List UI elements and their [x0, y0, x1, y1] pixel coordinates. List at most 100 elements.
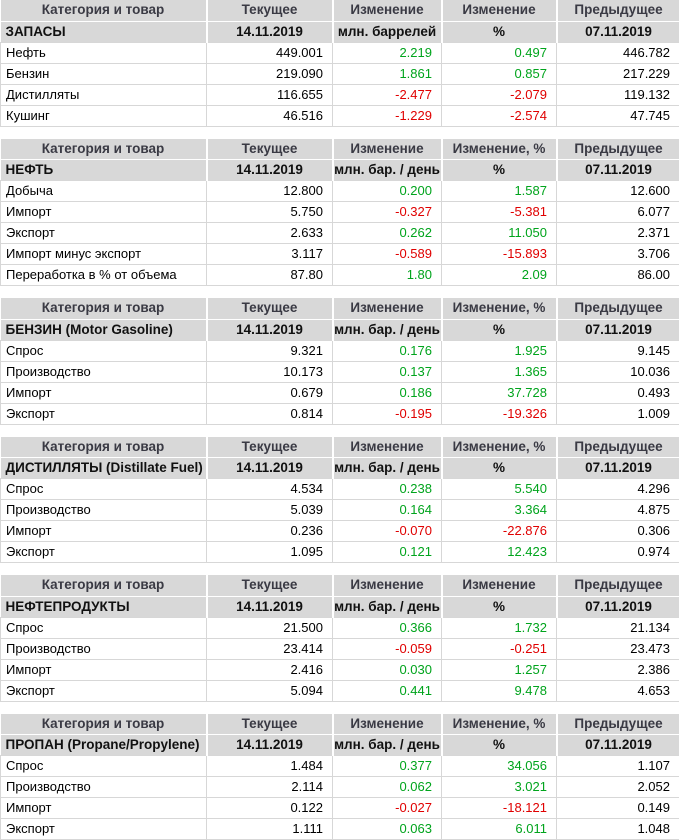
column-header: Категория и товар — [1, 575, 207, 596]
previous-value: 6.077 — [557, 202, 679, 223]
current-value: 1.484 — [207, 756, 333, 777]
previous-value: 446.782 — [557, 42, 679, 63]
previous-value: 1.048 — [557, 819, 679, 840]
current-value: 2.416 — [207, 659, 333, 680]
previous-value: 4.296 — [557, 479, 679, 500]
row-label: Бензин — [1, 63, 207, 84]
unit-label: млн. бар. / день — [333, 319, 442, 340]
current-value: 5.094 — [207, 680, 333, 701]
change-pct-value: 34.056 — [442, 756, 557, 777]
previous-value: 2.052 — [557, 777, 679, 798]
previous-value: 1.009 — [557, 403, 679, 424]
previous-date: 07.11.2019 — [557, 319, 679, 340]
current-date: 14.11.2019 — [207, 735, 333, 756]
row-label: Экспорт — [1, 403, 207, 424]
current-value: 2.633 — [207, 223, 333, 244]
change-pct-value: 2.09 — [442, 265, 557, 286]
current-value: 21.500 — [207, 617, 333, 638]
previous-value: 23.473 — [557, 638, 679, 659]
change-value: -0.059 — [333, 638, 442, 659]
change-pct-value: 0.497 — [442, 42, 557, 63]
column-header: Предыдущее — [557, 437, 679, 458]
change-pct-value: 9.478 — [442, 680, 557, 701]
change-pct-value: -5.381 — [442, 202, 557, 223]
column-header: Предыдущее — [557, 298, 679, 319]
change-pct-value: -0.251 — [442, 638, 557, 659]
column-header: Предыдущее — [557, 139, 679, 160]
previous-date: 07.11.2019 — [557, 596, 679, 617]
change-value: 2.219 — [333, 42, 442, 63]
row-label: Экспорт — [1, 819, 207, 840]
row-label: Импорт — [1, 521, 207, 542]
unit-label: млн. бар. / день — [333, 596, 442, 617]
percent-label: % — [442, 458, 557, 479]
column-header: Изменение — [333, 714, 442, 735]
change-pct-value: -19.326 — [442, 403, 557, 424]
column-header: Предыдущее — [557, 0, 679, 21]
column-header: Категория и товар — [1, 139, 207, 160]
change-value: 0.366 — [333, 617, 442, 638]
change-pct-value: 3.364 — [442, 500, 557, 521]
column-header: Текущее — [207, 714, 333, 735]
column-header: Изменение — [333, 437, 442, 458]
change-pct-value: -22.876 — [442, 521, 557, 542]
current-value: 0.236 — [207, 521, 333, 542]
column-header: Предыдущее — [557, 575, 679, 596]
column-header: Изменение — [333, 575, 442, 596]
row-label: Импорт — [1, 202, 207, 223]
current-value: 87.80 — [207, 265, 333, 286]
change-value: -0.327 — [333, 202, 442, 223]
current-date: 14.11.2019 — [207, 596, 333, 617]
previous-value: 1.107 — [557, 756, 679, 777]
change-value: -1.229 — [333, 105, 442, 126]
change-pct-value: -2.079 — [442, 84, 557, 105]
change-value: 0.238 — [333, 479, 442, 500]
previous-value: 47.745 — [557, 105, 679, 126]
current-value: 219.090 — [207, 63, 333, 84]
change-value: 0.062 — [333, 777, 442, 798]
previous-value: 12.600 — [557, 181, 679, 202]
previous-value: 2.386 — [557, 659, 679, 680]
current-value: 5.750 — [207, 202, 333, 223]
column-header: Текущее — [207, 298, 333, 319]
column-header: Текущее — [207, 139, 333, 160]
change-value: -0.589 — [333, 244, 442, 265]
column-header: Изменение, % — [442, 139, 557, 160]
change-value: 0.377 — [333, 756, 442, 777]
table-title: ДИСТИЛЛЯТЫ (Distillate Fuel) — [1, 458, 207, 479]
previous-value: 2.371 — [557, 223, 679, 244]
change-pct-value: 37.728 — [442, 382, 557, 403]
table-title: ЗАПАСЫ — [1, 21, 207, 42]
change-pct-value: 5.540 — [442, 479, 557, 500]
row-label: Экспорт — [1, 542, 207, 563]
current-value: 1.111 — [207, 819, 333, 840]
current-value: 2.114 — [207, 777, 333, 798]
current-value: 3.117 — [207, 244, 333, 265]
change-value: 1.80 — [333, 265, 442, 286]
percent-label: % — [442, 319, 557, 340]
change-pct-value: 1.587 — [442, 181, 557, 202]
current-value: 0.122 — [207, 798, 333, 819]
column-header: Изменение — [333, 0, 442, 21]
column-header: Изменение, % — [442, 437, 557, 458]
row-label: Экспорт — [1, 223, 207, 244]
change-value: 0.030 — [333, 659, 442, 680]
